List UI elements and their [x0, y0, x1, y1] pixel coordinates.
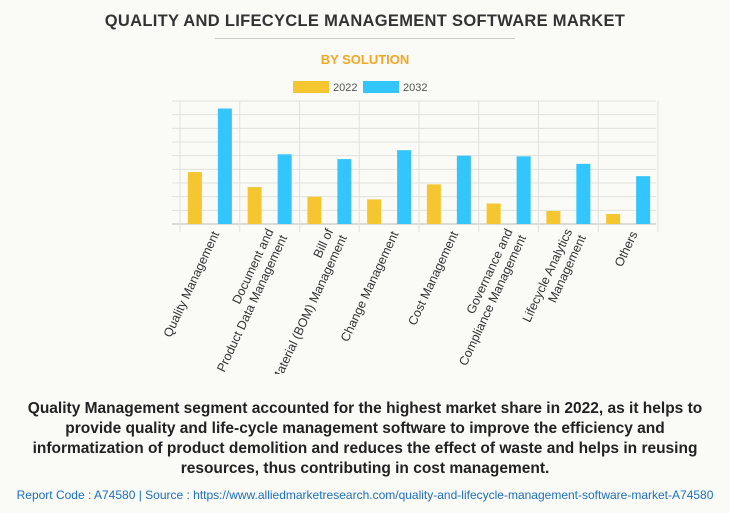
legend-swatch-2032: [363, 81, 399, 93]
bar-2032-1: [277, 154, 292, 224]
x-tick-label-text: Others: [612, 229, 641, 269]
x-tick-label: Lifecycle AnalyticsManagement: [520, 226, 589, 331]
bar-2022-4: [426, 184, 441, 224]
x-tick-label-text: Governance andCompliance Management: [443, 226, 530, 368]
bar-2032-2: [337, 159, 352, 224]
x-tick-label: Quality Management: [161, 229, 223, 340]
bar-2032-6: [576, 163, 591, 224]
bar-2022-3: [367, 199, 382, 224]
bar-2022-7: [606, 214, 621, 224]
x-tick-label-text: Change Management: [338, 229, 402, 344]
bar-2022-1: [247, 187, 262, 224]
x-tick-label-line: Change Management: [338, 229, 402, 344]
bar-2022-2: [307, 196, 322, 224]
x-tick-label-line: Cost Management: [405, 229, 461, 328]
x-tick-label: Change Management: [338, 229, 402, 344]
x-tick-label-line: Others: [612, 229, 641, 269]
x-tick-label-text: Lifecycle AnalyticsManagement: [520, 226, 589, 331]
bar-2032-5: [516, 156, 531, 224]
legend-label-2022: 2022: [333, 82, 357, 94]
x-tick-label-text: Quality Management: [161, 229, 223, 340]
x-tick-label: Cost Management: [405, 229, 461, 328]
chart-description: Quality Management segment accounted for…: [27, 400, 703, 477]
source-footer[interactable]: Report Code : A74580 | Source : https://…: [16, 488, 714, 502]
legend-label-2032: 2032: [403, 82, 427, 94]
x-tick-label: Others: [612, 229, 641, 269]
legend-swatch-2022: [293, 81, 329, 93]
bar-2032-3: [397, 150, 412, 224]
x-tick-label: Governance andCompliance Management: [443, 226, 530, 368]
x-tick-label-text: Cost Management: [405, 229, 461, 328]
title-divider: [215, 38, 515, 39]
bar-2032-7: [636, 176, 651, 224]
bar-2032-4: [456, 155, 471, 224]
chart-subtitle: BY SOLUTION: [320, 52, 410, 67]
x-tick-label-line: Quality Management: [161, 229, 223, 340]
bar-2032-0: [217, 108, 232, 224]
bar-2022-0: [187, 172, 202, 224]
bar-2022-6: [546, 211, 561, 224]
bar-2022-5: [486, 203, 501, 224]
chart-title: QUALITY AND LIFECYCLE MANAGEMENT SOFTWAR…: [104, 12, 626, 30]
